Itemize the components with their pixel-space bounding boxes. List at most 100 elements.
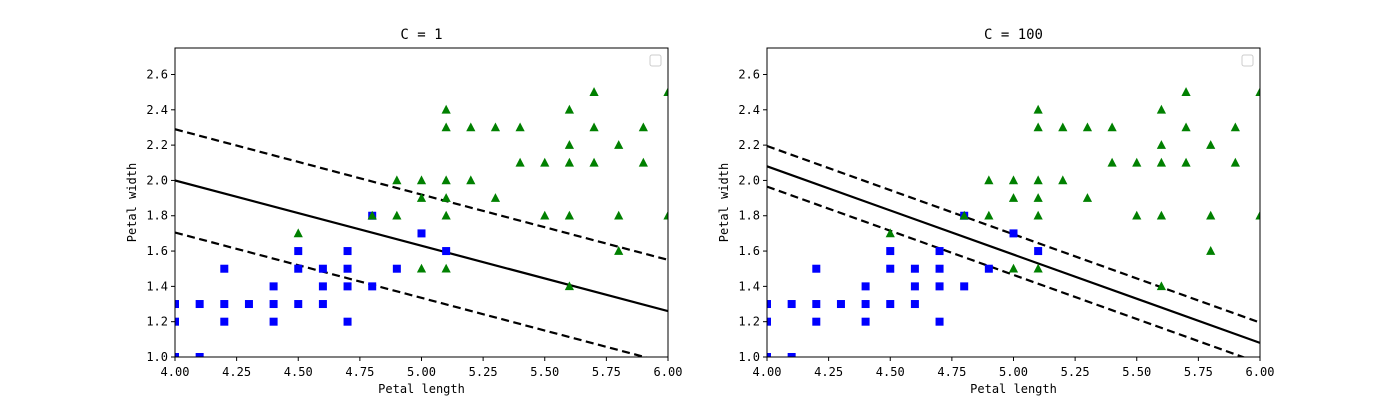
y-tick-label: 2.2 <box>738 138 760 152</box>
data-point-square <box>767 317 771 326</box>
x-tick-label: 5.00 <box>407 365 436 379</box>
data-point-square <box>294 300 303 309</box>
y-tick-label: 1.0 <box>738 350 760 364</box>
y-tick-label: 1.4 <box>738 279 760 293</box>
y-tick-label: 1.8 <box>738 209 760 223</box>
data-point-square <box>269 282 278 291</box>
data-point-triangle <box>1181 157 1191 167</box>
data-point-triangle <box>1033 263 1043 273</box>
x-tick-label: 4.75 <box>345 365 374 379</box>
chart-panel-c-100: C = 100 Petal length Petal width 4.00 4.25 4.… <box>717 27 1274 396</box>
y-tick-label: 1.6 <box>146 244 168 258</box>
x-axis-label: Petal length <box>970 382 1057 396</box>
data-point-triangle <box>1058 175 1068 185</box>
chart-panel-c-1: C = 1 Petal length Petal width 4.00 4.25 4.50… <box>125 27 682 396</box>
plot-area <box>175 87 668 357</box>
x-tick-label: 5.25 <box>469 365 498 379</box>
data-point-triangle <box>589 122 599 132</box>
data-point-triangle <box>614 246 624 255</box>
data-point-triangle <box>1206 246 1216 255</box>
data-point-square <box>220 300 229 309</box>
x-tick-label: 6.00 <box>1246 365 1275 379</box>
data-point-square <box>220 317 229 326</box>
data-point-square <box>935 247 944 256</box>
data-point-square <box>935 264 944 273</box>
data-point-triangle <box>638 122 648 132</box>
data-point-triangle <box>1107 157 1117 167</box>
data-point-triangle <box>1033 122 1043 132</box>
data-point-square <box>935 282 944 291</box>
data-point-triangle <box>984 175 994 185</box>
data-point-triangle <box>540 157 550 167</box>
y-tick-label: 2.4 <box>738 103 760 117</box>
data-point-triangle <box>1181 122 1191 132</box>
data-point-triangle <box>1058 122 1068 132</box>
data-point-triangle <box>564 281 574 291</box>
data-point-square <box>417 229 426 238</box>
data-point-triangle <box>1107 122 1117 132</box>
data-point-triangle <box>1033 210 1043 220</box>
data-point-square <box>861 300 870 309</box>
data-point-square <box>910 300 919 309</box>
data-point-triangle <box>441 193 451 202</box>
data-point-triangle <box>564 104 574 114</box>
data-point-triangle <box>416 175 427 185</box>
data-point-triangle <box>1255 87 1260 96</box>
data-point-triangle <box>1230 157 1240 167</box>
y-tick-label: 2.6 <box>738 67 760 81</box>
data-point-triangle <box>416 193 427 202</box>
data-point-square <box>392 264 401 273</box>
data-point-square <box>1009 229 1018 238</box>
plot-area <box>767 87 1260 357</box>
data-point-triangle <box>564 140 574 149</box>
data-point-triangle <box>1181 87 1191 96</box>
data-point-triangle <box>638 157 648 167</box>
data-point-triangle <box>293 228 303 238</box>
data-point-square <box>269 300 278 309</box>
data-point-square <box>861 317 870 326</box>
data-point-triangle <box>441 104 451 114</box>
data-point-triangle <box>466 122 476 132</box>
decision-boundary-line <box>175 179 668 313</box>
data-point-square <box>343 264 352 273</box>
data-point-triangle <box>1082 193 1093 202</box>
data-point-triangle <box>367 210 377 220</box>
y-axis-label: Petal width <box>717 163 731 242</box>
y-tick-label: 1.8 <box>146 209 168 223</box>
margin-lower-line <box>767 185 1247 357</box>
data-point-square <box>960 282 969 291</box>
data-point-triangle <box>441 210 451 220</box>
legend-box <box>649 54 662 67</box>
y-tick-label: 2.6 <box>146 67 168 81</box>
data-point-triangle <box>589 157 599 167</box>
data-point-triangle <box>1008 263 1019 273</box>
data-point-triangle <box>564 210 574 220</box>
data-point-triangle <box>1156 281 1166 291</box>
data-point-triangle <box>515 157 525 167</box>
x-tick-label: 4.00 <box>161 365 190 379</box>
data-point-triangle <box>614 210 624 220</box>
y-tick-label: 2.2 <box>146 138 168 152</box>
data-point-triangle <box>1206 210 1216 220</box>
x-tick-label: 5.50 <box>1122 365 1151 379</box>
x-tick-label: 4.25 <box>222 365 251 379</box>
data-point-square <box>836 300 845 309</box>
x-tick-label: 5.00 <box>999 365 1028 379</box>
data-point-triangle <box>1156 210 1166 220</box>
data-point-square <box>861 282 870 291</box>
data-point-square <box>175 353 179 357</box>
data-point-square <box>1034 247 1043 256</box>
data-point-triangle <box>885 228 895 238</box>
data-point-triangle <box>1156 140 1166 149</box>
data-point-triangle <box>1230 122 1240 132</box>
data-point-square <box>269 317 278 326</box>
data-point-triangle <box>1255 210 1260 220</box>
data-point-triangle <box>392 175 402 185</box>
data-point-triangle <box>540 210 550 220</box>
y-tick-label: 2.0 <box>146 173 168 187</box>
data-point-triangle <box>441 175 451 185</box>
data-point-square <box>886 300 895 309</box>
x-axis-label: Petal length <box>378 382 465 396</box>
data-point-square <box>368 282 377 291</box>
